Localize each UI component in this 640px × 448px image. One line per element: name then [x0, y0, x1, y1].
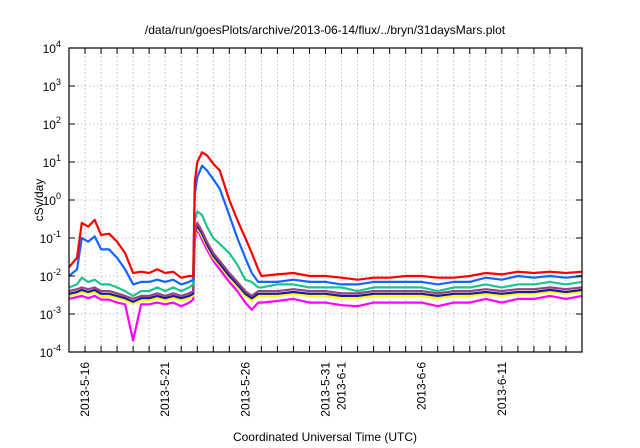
y-tick-exponent: 0: [56, 191, 61, 201]
series-line-blue: [68, 164, 583, 286]
series-line-navy: [68, 224, 583, 303]
y-tick-exponent: 2: [56, 115, 61, 125]
y-tick-base: 10: [40, 232, 54, 246]
y-tick-label: 10-2: [40, 267, 61, 284]
x-tick-label: 2013-6-11: [495, 362, 509, 416]
y-tick-exponent: -2: [53, 267, 61, 277]
y-tick-exponent: 4: [56, 39, 61, 49]
series-line-magenta: [68, 228, 583, 342]
y-tick-base: 10: [43, 118, 57, 132]
grid: [69, 48, 582, 352]
y-tick-label: 102: [43, 115, 61, 132]
x-tick-label: 2013-5-31: [319, 362, 333, 417]
y-tick-label: 10-1: [40, 229, 61, 246]
y-tick-exponent: -3: [53, 305, 61, 315]
y-tick-exponent: 1: [56, 153, 61, 163]
y-tick-exponent: -4: [53, 343, 61, 353]
x-tick-label: 2013-5-16: [78, 362, 92, 417]
y-tick-label: 100: [43, 191, 61, 208]
x-tick-label: 2013-5-21: [158, 362, 172, 417]
y-tick-label: 10-4: [40, 343, 61, 360]
y-tick-base: 10: [43, 80, 57, 94]
series-line-purple: [68, 221, 583, 300]
y-tick-base: 10: [40, 270, 54, 284]
y-tick-base: 10: [43, 156, 57, 170]
series-line-yellow: [68, 226, 583, 305]
y-tick-exponent: -1: [53, 229, 61, 239]
x-tick-label: 2013-6-6: [415, 362, 429, 410]
series-line-red: [68, 151, 583, 281]
axis-ticks: [69, 47, 582, 353]
x-axis-label: Coordinated Universal Time (UTC): [233, 430, 417, 444]
chart-title: /data/run/goesPlots/archive/2013-06-14/f…: [145, 23, 506, 37]
y-tick-label: 101: [43, 153, 61, 170]
series-lines: [68, 151, 583, 342]
y-tick-label: 104: [43, 39, 61, 56]
y-tick-base: 10: [43, 42, 57, 56]
y-tick-label: 103: [43, 77, 61, 94]
series-line-teal: [68, 210, 583, 297]
y-tick-base: 10: [43, 194, 57, 208]
x-tick-labels: 2013-5-16 2013-5-21 2013-5-26 2013-5-31 2013…: [78, 362, 509, 417]
x-tick-label: 2013-5-26: [238, 362, 252, 417]
y-tick-base: 10: [40, 346, 54, 360]
y-tick-label: 10-3: [40, 305, 61, 322]
x-tick-label: 2013-6-1: [335, 362, 349, 410]
y-axis-label: cSv/day: [32, 179, 46, 222]
y-tick-exponent: 3: [56, 77, 61, 87]
y-tick-base: 10: [40, 308, 54, 322]
